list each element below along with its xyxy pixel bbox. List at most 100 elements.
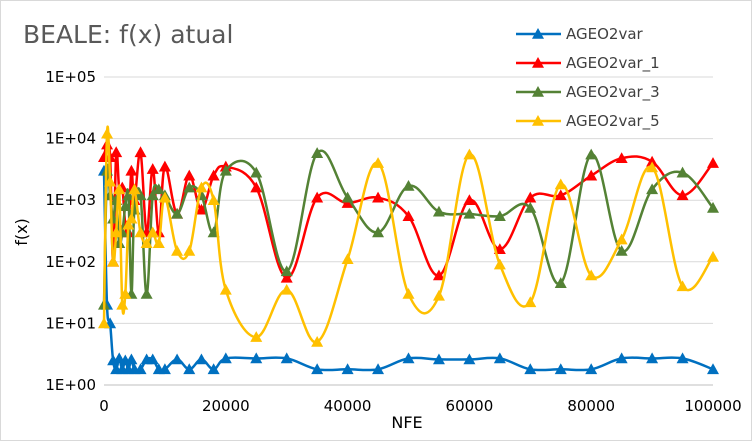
data-point [140,288,153,299]
x-tick-label: 0 [99,397,109,415]
data-point [463,148,476,160]
data-point [183,363,196,375]
data-point [152,183,165,195]
data-point [432,205,445,217]
axes: 1E+00 1E+01 1E+02 1E+03 1E+04 1E+05 0 20000 4000… [45,68,741,415]
data-point [107,255,120,267]
data-point [207,363,220,375]
x-tick-label: 100000 [684,397,741,415]
y-tick-label: 1E+05 [45,68,96,86]
data-point [432,289,445,301]
series-1 [98,138,719,283]
data-point [524,296,537,308]
data-point [463,207,476,219]
data-point [113,183,126,195]
data-point [615,244,628,256]
data-point [134,226,147,238]
data-point [372,191,385,203]
series-0 [98,164,719,375]
x-axis-title: NFE [391,413,422,432]
data-point [122,218,135,230]
data-point [554,178,567,190]
y-tick-label: 1E+03 [45,191,96,209]
data-point [280,265,293,277]
data-point [676,189,689,201]
data-point [134,189,147,201]
data-point [125,353,138,365]
data-point [372,363,385,375]
legend-label: AGEO2var_3 [566,83,660,102]
series-2 [98,147,719,310]
data-point [524,201,537,213]
data-point [122,189,135,201]
data-point [116,298,129,310]
data-point [311,147,324,158]
data-point [554,363,567,375]
data-point [493,258,506,270]
data-point [125,212,138,224]
data-point [110,146,123,158]
data-point [432,269,445,281]
data-point [372,226,385,238]
data-point [280,352,293,364]
data-point [676,352,689,364]
data-point [311,335,324,347]
data-point [195,353,208,365]
data-point [341,363,354,375]
data-point [250,331,263,342]
data-point [219,283,232,295]
data-point [554,277,567,288]
data-point [463,353,476,365]
data-point [646,155,659,167]
legend-label: AGEO2var_1 [566,54,660,73]
series-layer [98,125,719,375]
data-point [554,189,567,201]
x-tick-label: 40000 [324,397,372,415]
data-point [146,353,159,365]
data-point [219,164,232,176]
data-point [183,181,196,193]
x-tick-label: 80000 [567,397,615,415]
data-point [707,250,719,262]
data-point [524,363,537,375]
data-point [432,353,445,365]
series-line [102,149,714,305]
data-point [219,352,232,364]
data-point [707,157,719,168]
data-point [250,166,263,178]
data-point [207,169,220,181]
data-point [402,180,415,191]
data-point [140,237,153,249]
data-point [152,237,165,249]
data-point [110,226,123,238]
data-point [585,363,598,375]
data-point [104,175,117,187]
series-3 [98,125,719,347]
legend-label: AGEO2var [566,25,644,43]
data-point [125,164,138,176]
data-point [585,148,598,160]
data-point [615,233,628,245]
data-point [171,353,184,365]
chart-title: BEALE: f(x) atual [23,20,233,49]
data-point [183,169,196,181]
data-point [402,288,415,299]
data-point [128,183,141,195]
data-point [134,363,147,375]
y-tick-label: 1E+00 [45,376,96,394]
data-point [119,288,132,299]
data-point [207,194,220,205]
legend-label: AGEO2var_5 [566,112,660,131]
series-line [102,170,714,372]
data-point [280,283,293,295]
data-point [171,207,184,219]
data-point [524,191,537,203]
legend-marker [532,86,544,97]
data-point [676,280,689,292]
data-point [402,352,415,364]
data-point [615,352,628,364]
data-point [341,253,354,265]
data-point [134,146,147,158]
data-point [119,200,132,211]
